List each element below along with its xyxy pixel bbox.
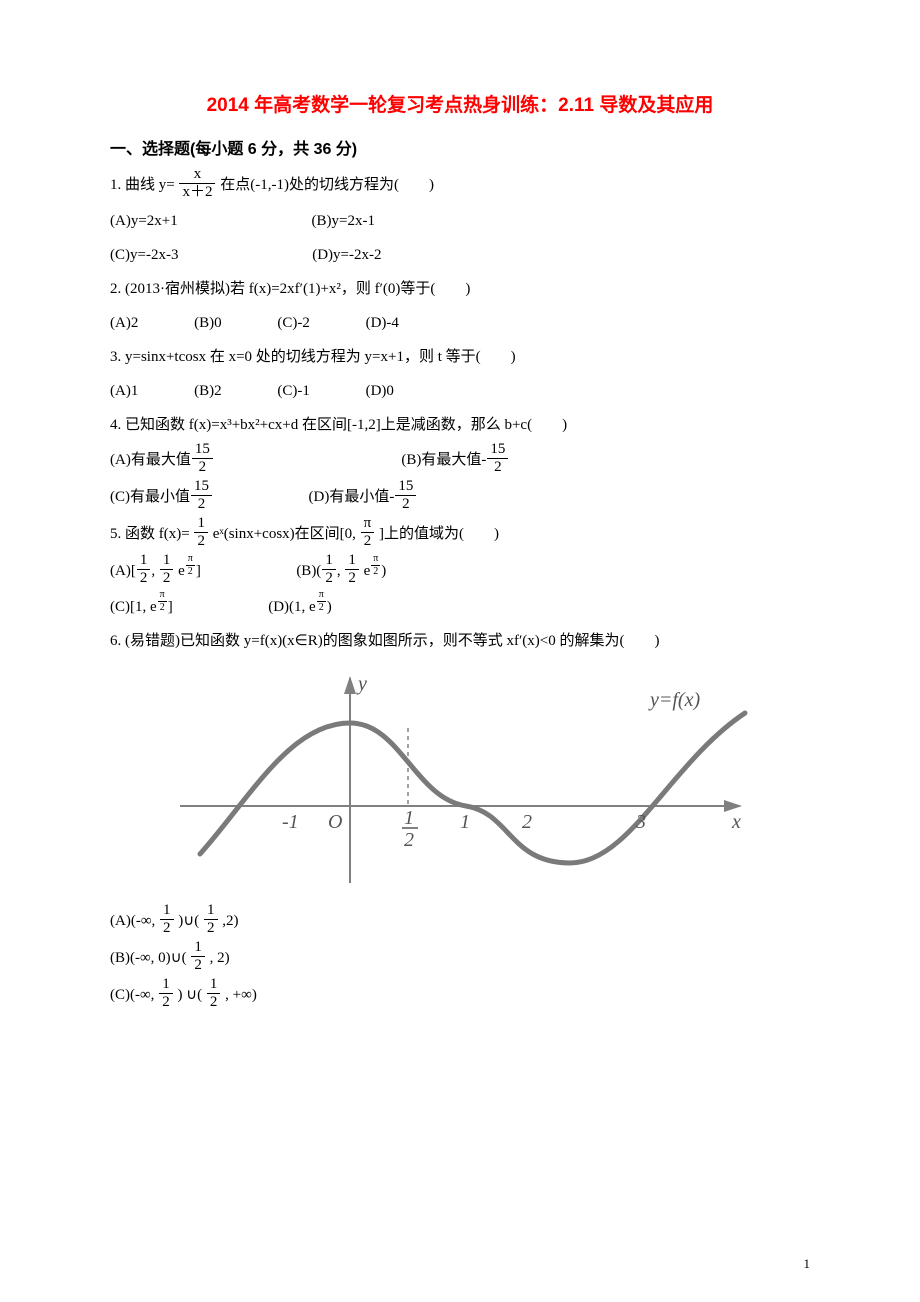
- q1-opt-d: (D)y=-2x-2: [312, 247, 381, 263]
- q2-stem: 2. (2013·宿州模拟)若 f(x)=2xf′(1)+x²，则 f′(0)等…: [110, 274, 810, 304]
- svg-text:y=f(x): y=f(x): [648, 689, 700, 711]
- q4-stem: 4. 已知函数 f(x)=x³+bx²+cx+d 在区间[-1,2]上是减函数，…: [110, 410, 810, 440]
- q1-opt-b: (B)y=2x-1: [312, 213, 375, 229]
- svg-text:O: O: [328, 811, 342, 833]
- q6-stem: 6. (易错题)已知函数 y=f(x)(x∈R)的图象如图所示，则不等式 xf′…: [110, 626, 810, 656]
- q6-figure: yxO-112312y=f(x): [170, 668, 810, 893]
- q5-stem-a: 5. 函数 f(x)=: [110, 526, 190, 542]
- q6-opt-b: (B)(-∞, 0)∪( 12 , 2): [110, 942, 810, 975]
- q2-opt-d: (D)-4: [366, 315, 399, 331]
- q3-opt-d: (D)0: [366, 383, 394, 399]
- q4-opt-b: (B)有最大值-152: [401, 452, 509, 468]
- svg-text:1: 1: [404, 807, 414, 829]
- svg-text:2: 2: [404, 829, 414, 851]
- q2-opt-c: (C)-2: [277, 315, 310, 331]
- svg-text:1: 1: [460, 811, 470, 833]
- q3-opt-a: (A)1: [110, 383, 138, 399]
- q3-stem: 3. y=sinx+tcosx 在 x=0 处的切线方程为 y=x+1，则 t …: [110, 342, 810, 372]
- function-graph: yxO-112312y=f(x): [170, 668, 750, 888]
- q3-opt-c: (C)-1: [277, 383, 310, 399]
- q5-stem: 5. 函数 f(x)= 12 eˣ(sinx+cosx)在区间[0, π2 ]上…: [110, 518, 810, 551]
- q4-opt-a: (A)有最大值152: [110, 452, 218, 468]
- q3-opt-b: (B)2: [194, 383, 222, 399]
- q3-row: (A)1 (B)2 (C)-1 (D)0: [110, 376, 810, 406]
- q5-opt-b: (B)(12, 12 eπ2): [296, 563, 386, 579]
- q1-row1: (A)y=2x+1 (B)y=2x-1: [110, 206, 810, 236]
- q5-opt-d: (D)(1, eπ2): [268, 599, 332, 615]
- q1-stem-b: 在点(-1,-1)处的切线方程为( ): [220, 177, 434, 193]
- q1-opt-c: (C)y=-2x-3: [110, 247, 178, 263]
- q5-stem-b: eˣ(sinx+cosx)在区间[0,: [213, 526, 356, 542]
- q1-row2: (C)y=-2x-3 (D)y=-2x-2: [110, 240, 810, 270]
- svg-text:x: x: [731, 811, 741, 833]
- svg-text:3: 3: [635, 811, 646, 833]
- svg-text:2: 2: [522, 811, 532, 833]
- q4-row1: (A)有最大值152 (B)有最大值-152: [110, 444, 810, 477]
- q2-row: (A)2 (B)0 (C)-2 (D)-4: [110, 308, 810, 338]
- q4-opt-d: (D)有最小值-152: [309, 489, 418, 505]
- document-title: 2014 年高考数学一轮复习考点热身训练：2.11 导数及其应用: [110, 90, 810, 117]
- q2-opt-a: (A)2: [110, 315, 138, 331]
- q5-row2: (C)[1, eπ2] (D)(1, eπ2): [110, 592, 810, 622]
- q6-opt-c: (C)(-∞, 12 ) ∪( 12 , +∞): [110, 979, 810, 1012]
- q2-opt-b: (B)0: [194, 315, 222, 331]
- q6-opt-a: (A)(-∞, 12 )∪( 12 ,2): [110, 905, 810, 938]
- svg-text:-1: -1: [282, 811, 299, 833]
- q5-opt-c: (C)[1, eπ2]: [110, 599, 176, 615]
- q1-stem: 1. 曲线 y= xx＋2 在点(-1,-1)处的切线方程为( ): [110, 169, 810, 202]
- q5-row1: (A)[12, 12 eπ2] (B)(12, 12 eπ2): [110, 555, 810, 588]
- q5-opt-a: (A)[12, 12 eπ2]: [110, 563, 205, 579]
- q1-stem-a: 1. 曲线 y=: [110, 177, 175, 193]
- q5-stem-c: ]上的值域为( ): [379, 526, 499, 542]
- page-number: 1: [804, 1256, 811, 1272]
- q1-fraction: xx＋2: [179, 167, 215, 200]
- q4-row2: (C)有最小值152 (D)有最小值-152: [110, 481, 810, 514]
- svg-text:y: y: [356, 673, 367, 695]
- section-header: 一、选择题(每小题 6 分，共 36 分): [110, 135, 810, 159]
- q1-opt-a: (A)y=2x+1: [110, 213, 178, 229]
- q4-opt-c: (C)有最小值152: [110, 489, 217, 505]
